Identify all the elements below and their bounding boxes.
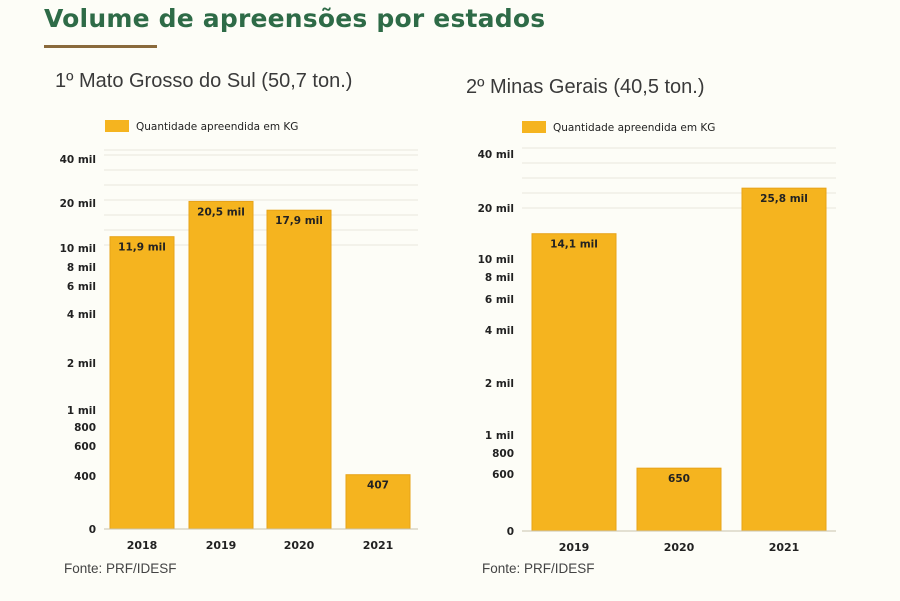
- bar-value-label: 25,8 mil: [760, 193, 808, 205]
- bar-2018: [109, 236, 175, 530]
- title-underline: [44, 45, 157, 48]
- y-tick-label: 20 mil: [478, 203, 514, 215]
- y-tick-label: 40 mil: [60, 154, 96, 166]
- y-tick-label: 0: [89, 524, 96, 536]
- legend-label: Quantidade apreendida em KG: [553, 122, 715, 134]
- x-tick-label: 2019: [206, 539, 237, 552]
- legend-swatch: [105, 120, 129, 132]
- y-tick-label: 1 mil: [67, 405, 96, 417]
- y-tick-label: 40 mil: [478, 149, 514, 161]
- bar-value-label: 407: [367, 480, 389, 492]
- y-tick-label: 2 mil: [485, 378, 514, 390]
- x-tick-label: 2018: [127, 539, 158, 552]
- page-title: Volume de apreensões por estados: [44, 4, 546, 33]
- bar-value-label: 650: [668, 473, 690, 485]
- y-tick-label: 600: [492, 469, 514, 481]
- y-tick-label: 800: [74, 422, 96, 434]
- bar-2021: [741, 187, 827, 532]
- y-tick-label: 20 mil: [60, 198, 96, 210]
- y-tick-label: 2 mil: [67, 358, 96, 370]
- bar-value-label: 20,5 mil: [197, 206, 245, 218]
- chart-1-title: 1º Mato Grosso do Sul (50,7 ton.): [55, 70, 353, 92]
- chart-2-source: Fonte: PRF/IDESF: [482, 561, 595, 576]
- y-tick-label: 600: [74, 441, 96, 453]
- bar-2021: [345, 474, 411, 530]
- bar-2020: [636, 467, 722, 532]
- x-tick-label: 2020: [664, 541, 695, 554]
- y-tick-label: 800: [492, 448, 514, 460]
- x-tick-label: 2021: [363, 539, 394, 552]
- bar-2020: [266, 209, 332, 530]
- chart-mato-grosso-do-sul: Quantidade apreendida em KG 40 mil 20 mil 1…: [60, 120, 418, 552]
- y-tick-label: 4 mil: [67, 309, 96, 321]
- y-tick-label: 6 mil: [67, 281, 96, 293]
- legend-label: Quantidade apreendida em KG: [136, 121, 298, 133]
- y-tick-label: 10 mil: [60, 243, 96, 255]
- y-tick-label: 400: [74, 471, 96, 483]
- legend-swatch: [522, 121, 546, 133]
- bar-value-label: 11,9 mil: [118, 242, 166, 254]
- y-tick-label: 4 mil: [485, 325, 514, 337]
- y-tick-label: 8 mil: [485, 272, 514, 284]
- y-tick-label: 8 mil: [67, 262, 96, 274]
- bar-value-label: 14,1 mil: [550, 239, 598, 251]
- chart-2-title: 2º Minas Gerais (40,5 ton.): [466, 76, 705, 98]
- y-tick-label: 1 mil: [485, 430, 514, 442]
- bar-2019: [531, 233, 617, 532]
- y-tick-label: 6 mil: [485, 294, 514, 306]
- y-tick-label: 0: [507, 526, 514, 538]
- bar-value-label: 17,9 mil: [275, 215, 323, 227]
- bar-2019: [188, 200, 254, 530]
- chart-1-source: Fonte: PRF/IDESF: [64, 561, 177, 576]
- x-tick-label: 2019: [559, 541, 590, 554]
- x-tick-label: 2021: [769, 541, 800, 554]
- y-tick-label: 10 mil: [478, 254, 514, 266]
- x-tick-label: 2020: [284, 539, 315, 552]
